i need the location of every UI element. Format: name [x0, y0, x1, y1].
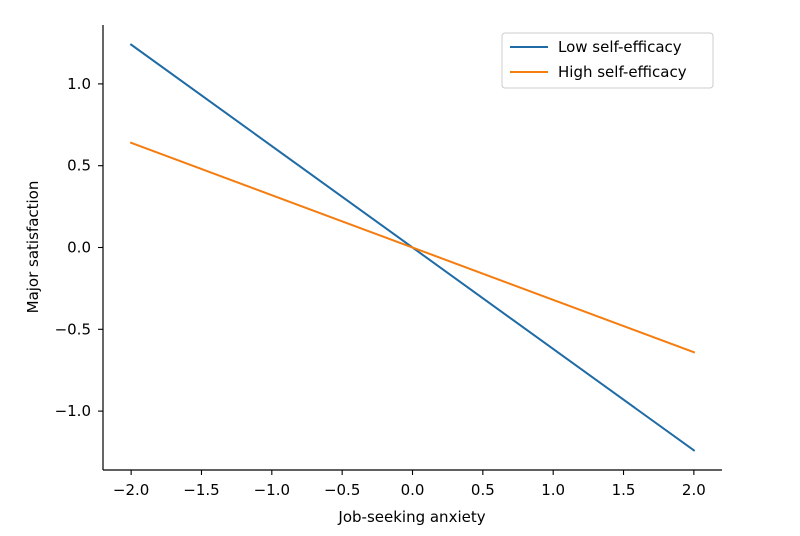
- legend-label: High self-efficacy: [558, 63, 687, 81]
- x-ticks: −2.0 −1.5 −1.0 −0.5 0.0 0.5 1.0 1.5 2.0: [113, 470, 706, 499]
- x-tick-label: 1.5: [612, 481, 636, 499]
- legend-label: Low self-efficacy: [558, 38, 682, 56]
- series-line-1: [129, 141, 696, 354]
- x-tick-label: −1.0: [254, 481, 290, 499]
- y-tick-label: −1.0: [55, 402, 91, 420]
- x-tick-label: 0.0: [401, 481, 425, 499]
- x-axis-label: Job-seeking anxiety: [337, 508, 485, 526]
- x-tick-label: −0.5: [324, 481, 360, 499]
- y-axis-label: Major satisfaction: [24, 181, 42, 314]
- x-tick-label: 1.0: [541, 481, 565, 499]
- legend: Low self-efficacy High self-efficacy: [501, 32, 714, 89]
- x-tick-label: 2.0: [682, 481, 706, 499]
- y-ticks: −1.0 −0.5 0.0 0.5 1.0: [55, 75, 103, 420]
- y-tick-label: 0.5: [67, 157, 91, 175]
- y-tick-label: 1.0: [67, 75, 91, 93]
- y-tick-label: −0.5: [55, 320, 91, 338]
- x-tick-label: −2.0: [113, 481, 149, 499]
- x-tick-label: −1.5: [183, 481, 219, 499]
- x-tick-label: 0.5: [471, 481, 495, 499]
- y-tick-label: 0.0: [67, 239, 91, 257]
- legend-box: [501, 32, 714, 89]
- series-lines: [129, 43, 696, 452]
